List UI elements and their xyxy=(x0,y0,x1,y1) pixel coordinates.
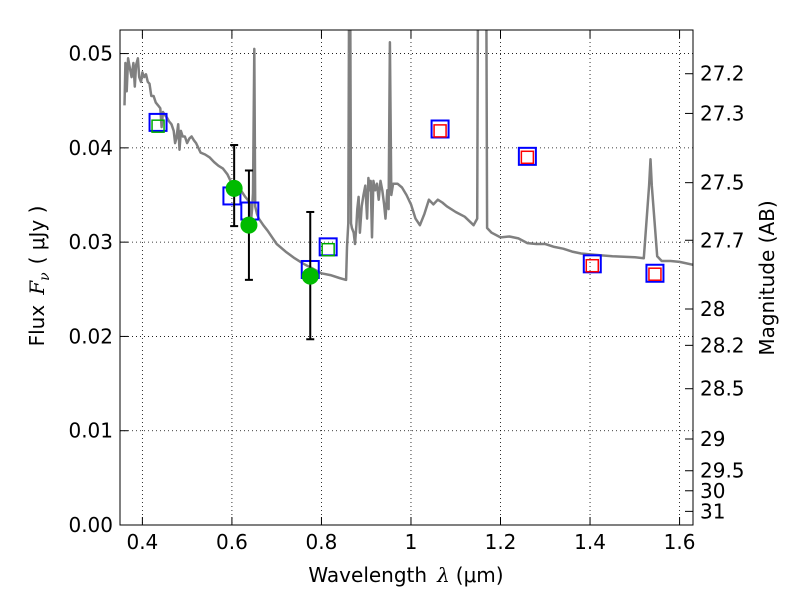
mag-tick-label: 28.2 xyxy=(700,333,745,357)
x-tick-label: 1.4 xyxy=(574,530,606,554)
photometry-point-square xyxy=(648,267,662,281)
x-tick-label: 0.4 xyxy=(126,530,158,554)
y-axis-label: Flux Fν ( μJy ) xyxy=(25,206,53,347)
detection-point xyxy=(225,179,243,197)
photometry-point-square xyxy=(321,242,335,257)
model-photometry-square xyxy=(645,263,665,283)
detection-point xyxy=(240,216,258,234)
photometry-point-square xyxy=(433,124,447,138)
mag-tick-label: 27.3 xyxy=(700,101,745,125)
axes-ticks: 0.4 0.6 0.8 1 1.2 1.4 1.6 0.00 0.01 0.02 0.03 0.04 0… xyxy=(68,30,745,554)
x-label-text: Wavelength xyxy=(308,563,427,587)
x-tick-label: 0.8 xyxy=(306,530,338,554)
mag-tick-label: 29.5 xyxy=(700,459,745,483)
model-photometry-square xyxy=(148,112,168,132)
x-label-symbol: λ xyxy=(436,563,450,587)
mag-tick-label: 28.5 xyxy=(700,377,745,401)
mag-tick-label: 27.5 xyxy=(700,171,745,195)
x-tick-label: 1.2 xyxy=(485,530,517,554)
x-tick-label: 0.6 xyxy=(216,530,248,554)
y-label-symbol: F xyxy=(25,280,49,296)
y-tick-label: 0.01 xyxy=(68,419,113,443)
model-photometry-square xyxy=(517,146,537,166)
detection-point xyxy=(301,267,319,285)
photometry-point-square xyxy=(151,119,165,133)
y2-axis-label: Magnitude (AB) xyxy=(755,200,779,355)
y-tick-label: 0.02 xyxy=(68,324,113,348)
photometry-point-square xyxy=(585,258,600,273)
mag-tick-label: 27.7 xyxy=(700,228,745,252)
mag-tick-label: 31 xyxy=(700,499,725,523)
mag-tick-label: 29 xyxy=(700,427,725,451)
y-label-subscript: ν xyxy=(37,272,53,281)
mag-tick-label: 27.2 xyxy=(700,62,745,86)
plot-area xyxy=(123,30,693,341)
y-label-text: Flux xyxy=(25,305,49,347)
mag-tick-label: 28 xyxy=(700,297,725,321)
y-label-unit: ( μJy ) xyxy=(25,206,49,265)
x-tick-label: 1.6 xyxy=(664,530,696,554)
x-tick-label: 1 xyxy=(405,530,418,554)
x-label-unit: (μm) xyxy=(456,563,504,587)
y-tick-label: 0.00 xyxy=(68,513,113,537)
grid xyxy=(120,30,693,526)
photometry-point-square xyxy=(520,150,535,165)
plot-frame xyxy=(119,29,694,526)
y-tick-label: 0.05 xyxy=(68,42,113,66)
mag-tick-label: 30 xyxy=(700,479,725,503)
y-tick-label: 0.04 xyxy=(68,136,113,160)
y-tick-label: 0.03 xyxy=(68,230,113,254)
x-axis-label: Wavelength λ (μm) xyxy=(308,563,503,587)
